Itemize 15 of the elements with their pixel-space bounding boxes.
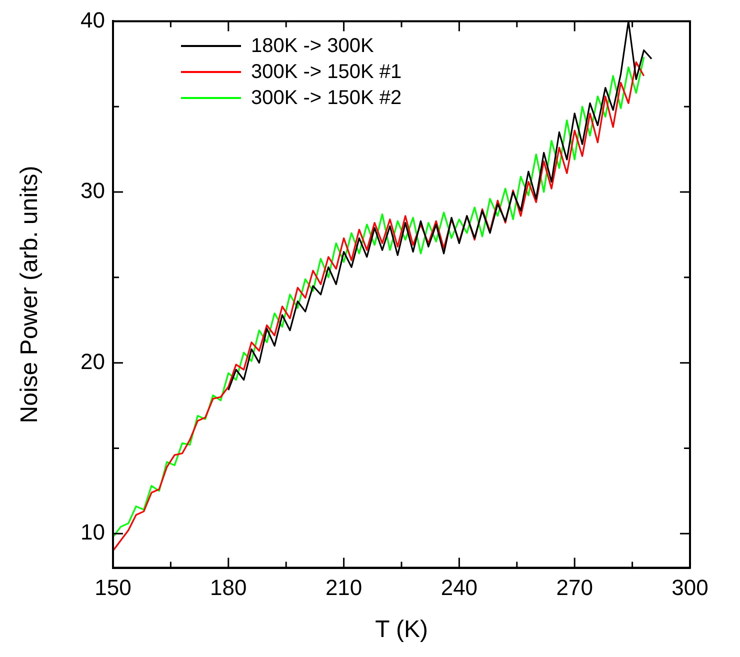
- x-tick-label: 240: [440, 575, 478, 600]
- y-tick-label: 20: [80, 348, 105, 374]
- y-tick-label: 10: [80, 520, 105, 545]
- y-axis-title: Noise Power (arb. units): [16, 166, 44, 424]
- y-tick-label: 30: [80, 178, 105, 204]
- x-tick-label: 300: [672, 575, 708, 600]
- legend-label: 300K -> 150K #2: [251, 86, 402, 112]
- x-tick-label: 180: [210, 575, 247, 600]
- x-axis-title: T (K): [375, 616, 428, 644]
- legend-label: 180K -> 300K: [251, 34, 374, 60]
- x-tick-label: 270: [556, 575, 593, 600]
- x-tick-label: 150: [94, 575, 132, 600]
- x-tick-label: 210: [325, 575, 362, 600]
- y-tick-label: 40: [80, 7, 105, 32]
- legend-label: 300K -> 150K #1: [251, 60, 402, 86]
